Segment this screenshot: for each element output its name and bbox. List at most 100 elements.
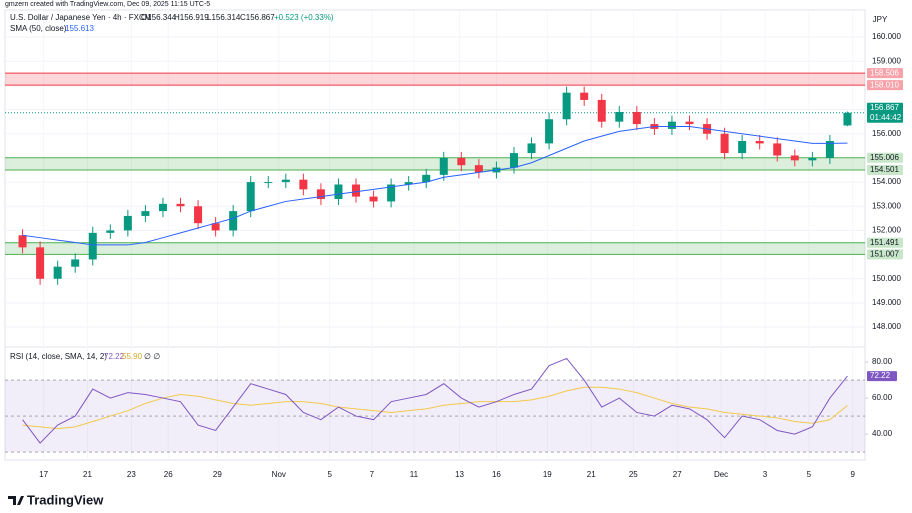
price-label: 151.007 [870, 250, 899, 259]
rsi-sma-value: 55.90 [122, 352, 143, 361]
candle-body [843, 112, 852, 126]
x-tick-label: 5 [807, 470, 812, 479]
rsi-tick-label: 80.00 [872, 357, 893, 366]
sma-value: 155.613 [65, 24, 94, 33]
candle-body [88, 232, 97, 260]
candle-body [755, 141, 764, 144]
y-tick-label: 149.000 [872, 298, 901, 307]
ohlc-open: O156.344 [141, 13, 177, 22]
ohlc-low: L156.314 [207, 13, 241, 22]
candle-body [176, 203, 185, 207]
candle-body [194, 206, 203, 224]
candle-body [264, 182, 273, 184]
currency: JPY [873, 15, 888, 24]
logo-text: TradingView [27, 492, 104, 507]
candle-body [457, 157, 466, 166]
price-label: 154.501 [870, 165, 899, 174]
x-tick-label: 26 [164, 470, 173, 479]
x-tick-label: 23 [127, 470, 136, 479]
ohlc-high: H156.919 [174, 13, 209, 22]
y-tick-label: 152.000 [872, 226, 901, 235]
candle-body [439, 157, 448, 175]
candle-body [299, 179, 308, 190]
y-tick-label: 160.000 [872, 32, 901, 41]
candle-body [474, 165, 483, 173]
candle-body [720, 133, 729, 154]
candle-body [773, 143, 782, 156]
price-label-box [867, 249, 903, 260]
zone [5, 73, 865, 86]
attribution: gmzern created with TradingView.com, Dec… [5, 1, 210, 8]
x-tick-label: Dec [714, 470, 728, 479]
candle-body [141, 211, 150, 216]
rsi-value-label: 72.22 [870, 371, 891, 380]
zone [5, 157, 865, 170]
x-tick-label: 19 [543, 470, 552, 479]
candle-body [790, 155, 799, 161]
candle-body [158, 203, 167, 212]
x-tick-label: 21 [83, 470, 92, 479]
countdown: 01:44:42 [870, 113, 902, 122]
candle-body [615, 111, 624, 122]
candle-body [18, 235, 27, 248]
x-tick-label: 25 [629, 470, 638, 479]
y-tick-label: 159.000 [872, 56, 901, 65]
candle-body [246, 182, 255, 212]
x-tick-label: 5 [327, 470, 332, 479]
candle-body [71, 259, 80, 267]
candle-body [825, 141, 834, 158]
price-label: 151.491 [870, 238, 899, 247]
x-tick-label: 13 [455, 470, 464, 479]
rsi-name: RSI (14, close, SMA, 14, 2) [10, 352, 107, 361]
candle-body [527, 143, 536, 154]
candle-body [404, 182, 413, 185]
x-tick-label: 7 [370, 470, 375, 479]
candle-body [387, 184, 396, 202]
y-tick-label: 148.000 [872, 322, 901, 331]
x-tick-label: 11 [410, 470, 419, 479]
x-tick-label: 29 [213, 470, 222, 479]
x-tick-label: 16 [492, 470, 501, 479]
price-label-box [867, 68, 903, 79]
rsi-value-box [867, 371, 897, 382]
price-label-box [867, 80, 903, 91]
logo: TradingView [8, 492, 104, 507]
rsi-tick-label: 40.00 [872, 429, 893, 438]
chart-title: U.S. Dollar / Japanese Yen · 4h · FXCM [10, 13, 152, 22]
x-tick-label: 17 [39, 470, 48, 479]
candle-body [667, 121, 676, 129]
candle-body [36, 247, 45, 279]
candle-body [580, 92, 589, 100]
rsi-tick-label: 60.00 [872, 393, 893, 402]
x-tick-label: 3 [763, 470, 768, 479]
candle-body [123, 215, 132, 231]
candle-body [632, 111, 641, 125]
y-tick-label: 153.000 [872, 201, 901, 210]
rsi-value: 72.22 [104, 352, 125, 361]
price-label-box [867, 152, 903, 163]
x-tick-label: 21 [587, 470, 596, 479]
candle-body [316, 189, 325, 200]
x-tick-label: 9 [850, 470, 855, 479]
candle-body [685, 121, 694, 125]
candle-body [211, 223, 220, 231]
last-price-label: 156.867 [870, 103, 899, 112]
sma-line [22, 126, 848, 246]
price-label: 155.006 [870, 153, 899, 162]
x-tick-label: 27 [673, 470, 682, 479]
candle-body [509, 153, 518, 168]
candle-body [597, 99, 606, 122]
change: +0.523 (+0.33%) [274, 13, 334, 22]
candle-body [334, 184, 343, 200]
y-tick-label: 154.000 [872, 177, 901, 186]
rsi-sma-line [22, 386, 848, 430]
price-label-box [867, 164, 903, 175]
y-tick-label: 156.000 [872, 129, 901, 138]
logo-mark [8, 496, 24, 505]
candle-body [53, 266, 62, 279]
candle-body [545, 119, 554, 144]
candle-body [281, 179, 290, 183]
candle-body [369, 196, 378, 202]
last-price-box [867, 102, 903, 123]
